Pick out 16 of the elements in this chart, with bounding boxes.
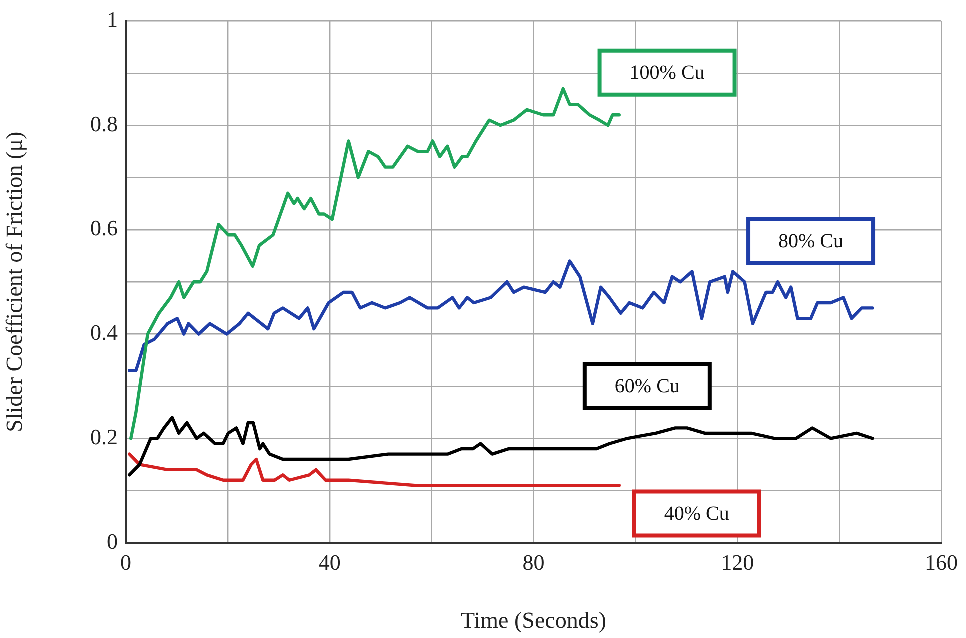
x-tick-label: 40 — [318, 550, 341, 575]
y-axis-title: Slider Coefficient of Friction (μ) — [2, 132, 27, 432]
x-tick-label: 160 — [925, 550, 958, 575]
y-tick-label: 0.4 — [90, 320, 118, 346]
x-tick-label: 80 — [522, 550, 545, 575]
x-tick-label: 120 — [721, 550, 754, 575]
series-label: 100% Cu — [630, 62, 705, 84]
y-tick-label: 0.8 — [90, 111, 118, 136]
y-tick-label: 0.6 — [90, 216, 118, 241]
y-tick-label: 0.2 — [90, 424, 118, 450]
x-axis-title: Time (Seconds) — [461, 608, 606, 634]
y-tick-label: 0 — [107, 528, 118, 554]
text: 40% Cu — [664, 503, 730, 526]
series-label: 60% Cu — [614, 376, 680, 398]
y-tick-label: 1 — [107, 6, 118, 32]
series-label: 80% Cu — [778, 230, 844, 253]
